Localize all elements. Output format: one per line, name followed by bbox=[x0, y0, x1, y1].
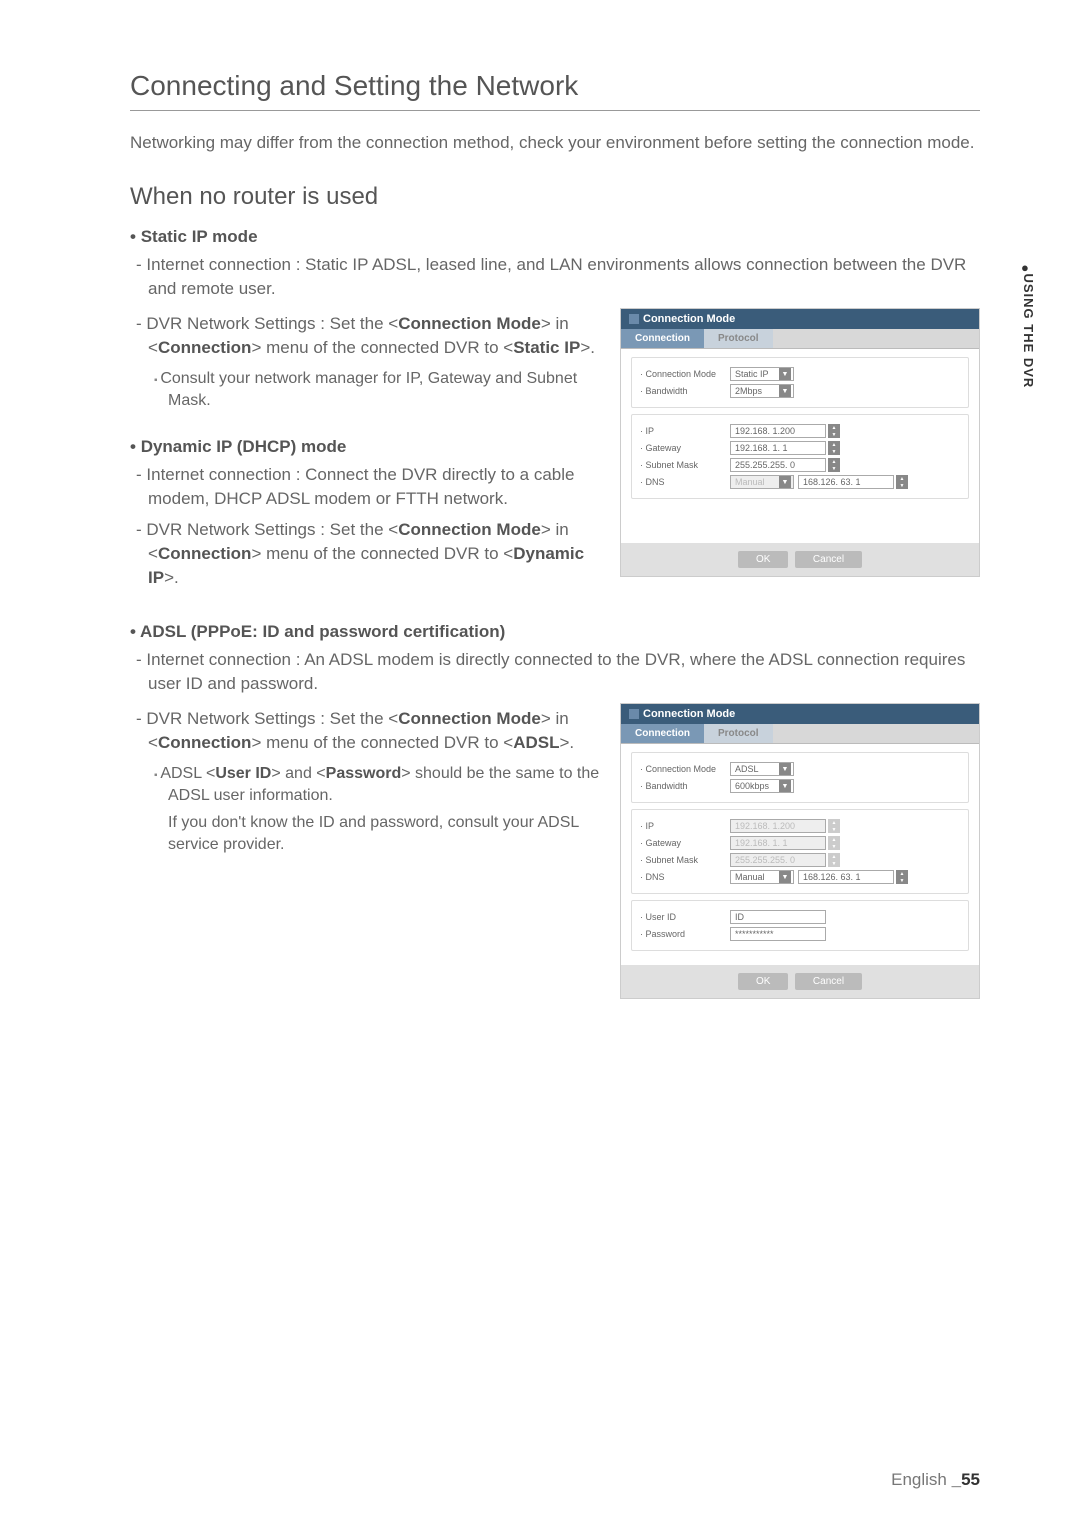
chevron-down-icon: ▼ bbox=[779, 476, 791, 488]
screenshot-1-col: Connection Mode Connection Protocol Conn… bbox=[620, 308, 980, 597]
adsl-sub-2: If you don't know the ID and password, c… bbox=[168, 812, 600, 857]
dvr2-section-2: IP 192.168. 1.200 ▲▼ Gateway 192.168. 1.… bbox=[631, 809, 969, 894]
dvr2-body: Connection Mode ADSL▼ Bandwidth 600kbps▼… bbox=[621, 744, 979, 965]
intro-text: Networking may differ from the connectio… bbox=[130, 131, 980, 155]
section-title: When no router is used bbox=[130, 183, 980, 211]
dvr1-footer: OK Cancel bbox=[621, 543, 979, 576]
dvr1-body: Connection Mode Static IP▼ Bandwidth 2Mb… bbox=[621, 349, 979, 543]
dvr2-gateway-input: 192.168. 1. 1 bbox=[730, 836, 826, 850]
dvr1-dns-select[interactable]: Manual▼ bbox=[730, 475, 794, 489]
dvr2-subnet-input: 255.255.255. 0 bbox=[730, 853, 826, 867]
dvr2-row-gateway: Gateway 192.168. 1. 1 ▲▼ bbox=[640, 836, 960, 850]
dvr2-ok-button[interactable]: OK bbox=[738, 973, 788, 990]
dvr1-dns-input[interactable]: 168.126. 63. 1 bbox=[798, 475, 894, 489]
dvr1-row-gateway: Gateway 192.168. 1. 1 ▲▼ bbox=[640, 441, 960, 455]
dvr1-section-2: IP 192.168. 1.200 ▲▼ Gateway 192.168. 1.… bbox=[631, 414, 969, 499]
dvr1-connmode-select[interactable]: Static IP▼ bbox=[730, 367, 794, 381]
window-icon bbox=[629, 709, 639, 719]
spinner-icon[interactable]: ▲▼ bbox=[828, 424, 840, 438]
spinner-icon[interactable]: ▲▼ bbox=[828, 441, 840, 455]
dvr2-dns-input[interactable]: 168.126. 63. 1 bbox=[798, 870, 894, 884]
page-footer: English _55 bbox=[891, 1470, 980, 1490]
chevron-down-icon: ▼ bbox=[779, 780, 791, 792]
row-1: DVR Network Settings : Set the <Connecti… bbox=[130, 308, 980, 597]
static-ip-sub-1: Consult your network manager for IP, Gat… bbox=[154, 368, 600, 413]
chevron-down-icon: ▼ bbox=[779, 763, 791, 775]
dvr2-connmode-select[interactable]: ADSL▼ bbox=[730, 762, 794, 776]
dvr2-tabs: Connection Protocol bbox=[621, 724, 979, 744]
chevron-down-icon: ▼ bbox=[779, 368, 791, 380]
dvr2-tab-protocol[interactable]: Protocol bbox=[704, 724, 773, 743]
dvr2-dns-select[interactable]: Manual▼ bbox=[730, 870, 794, 884]
screenshot-2-col: Connection Mode Connection Protocol Conn… bbox=[620, 703, 980, 1019]
window-icon bbox=[629, 314, 639, 324]
chevron-down-icon: ▼ bbox=[779, 385, 791, 397]
dvr1-section-1: Connection Mode Static IP▼ Bandwidth 2Mb… bbox=[631, 357, 969, 408]
spinner-icon[interactable]: ▲▼ bbox=[828, 458, 840, 472]
dvr1-row-bandwidth: Bandwidth 2Mbps▼ bbox=[640, 384, 960, 398]
dvr1-gateway-input[interactable]: 192.168. 1. 1 bbox=[730, 441, 826, 455]
dvr2-ip-input: 192.168. 1.200 bbox=[730, 819, 826, 833]
dvr2-footer: OK Cancel bbox=[621, 965, 979, 998]
dvr2-row-subnet: Subnet Mask 255.255.255. 0 ▲▼ bbox=[640, 853, 960, 867]
dvr2-bandwidth-select[interactable]: 600kbps▼ bbox=[730, 779, 794, 793]
static-ip-heading: Static IP mode bbox=[130, 227, 980, 247]
dvr2-row-bandwidth: Bandwidth 600kbps▼ bbox=[640, 779, 960, 793]
dvr1-ip-input[interactable]: 192.168. 1.200 bbox=[730, 424, 826, 438]
dvr1-row-ip: IP 192.168. 1.200 ▲▼ bbox=[640, 424, 960, 438]
spinner-icon[interactable]: ▲▼ bbox=[896, 870, 908, 884]
dvr2-section-3: User ID ID Password *********** bbox=[631, 900, 969, 951]
dvr2-row-password: Password *********** bbox=[640, 927, 960, 941]
spinner-icon: ▲▼ bbox=[828, 819, 840, 833]
side-tab: USING THE DVR bbox=[1021, 260, 1040, 388]
spinner-icon[interactable]: ▲▼ bbox=[896, 475, 908, 489]
adsl-sub-1: ADSL <User ID> and <Password> should be … bbox=[154, 763, 600, 808]
dvr2-cancel-button[interactable]: Cancel bbox=[795, 973, 862, 990]
dvr1-tab-protocol[interactable]: Protocol bbox=[704, 329, 773, 348]
dvr1-subnet-input[interactable]: 255.255.255. 0 bbox=[730, 458, 826, 472]
dvr2-userid-input[interactable]: ID bbox=[730, 910, 826, 924]
dvr1-row-subnet: Subnet Mask 255.255.255. 0 ▲▼ bbox=[640, 458, 960, 472]
adsl-item-2: DVR Network Settings : Set the <Connecti… bbox=[130, 707, 600, 755]
dvr1-tab-connection[interactable]: Connection bbox=[621, 329, 704, 348]
dvr1-cancel-button[interactable]: Cancel bbox=[795, 551, 862, 568]
dvr2-section-1: Connection Mode ADSL▼ Bandwidth 600kbps▼ bbox=[631, 752, 969, 803]
spinner-icon: ▲▼ bbox=[828, 853, 840, 867]
dvr-screenshot-static: Connection Mode Connection Protocol Conn… bbox=[620, 308, 980, 577]
text-col-1: DVR Network Settings : Set the <Connecti… bbox=[130, 308, 600, 597]
static-ip-item-2: DVR Network Settings : Set the <Connecti… bbox=[130, 312, 600, 360]
dvr1-row-dns: DNS Manual▼ 168.126. 63. 1 ▲▼ bbox=[640, 475, 960, 489]
dvr1-row-connmode: Connection Mode Static IP▼ bbox=[640, 367, 960, 381]
spinner-icon: ▲▼ bbox=[828, 836, 840, 850]
dvr2-tab-connection[interactable]: Connection bbox=[621, 724, 704, 743]
dvr1-ok-button[interactable]: OK bbox=[738, 551, 788, 568]
dvr1-header: Connection Mode bbox=[621, 309, 979, 329]
adsl-heading: ADSL (PPPoE: ID and password certificati… bbox=[130, 622, 980, 642]
dvr1-bandwidth-select[interactable]: 2Mbps▼ bbox=[730, 384, 794, 398]
dvr2-header: Connection Mode bbox=[621, 704, 979, 724]
dhcp-item-2: DVR Network Settings : Set the <Connecti… bbox=[130, 518, 600, 589]
dhcp-item-1: Internet connection : Connect the DVR di… bbox=[130, 463, 600, 511]
dhcp-heading: Dynamic IP (DHCP) mode bbox=[130, 437, 600, 457]
row-2: DVR Network Settings : Set the <Connecti… bbox=[130, 703, 980, 1019]
dvr1-tabs: Connection Protocol bbox=[621, 329, 979, 349]
dvr2-row-ip: IP 192.168. 1.200 ▲▼ bbox=[640, 819, 960, 833]
page-title: Connecting and Setting the Network bbox=[130, 70, 980, 111]
dvr2-row-dns: DNS Manual▼ 168.126. 63. 1 ▲▼ bbox=[640, 870, 960, 884]
static-ip-item-1: Internet connection : Static IP ADSL, le… bbox=[130, 253, 980, 301]
chevron-down-icon: ▼ bbox=[779, 871, 791, 883]
dvr-screenshot-adsl: Connection Mode Connection Protocol Conn… bbox=[620, 703, 980, 999]
adsl-item-1: Internet connection : An ADSL modem is d… bbox=[130, 648, 980, 696]
text-col-2: DVR Network Settings : Set the <Connecti… bbox=[130, 703, 600, 1019]
dvr2-password-input[interactable]: *********** bbox=[730, 927, 826, 941]
dvr2-row-connmode: Connection Mode ADSL▼ bbox=[640, 762, 960, 776]
dvr2-row-userid: User ID ID bbox=[640, 910, 960, 924]
